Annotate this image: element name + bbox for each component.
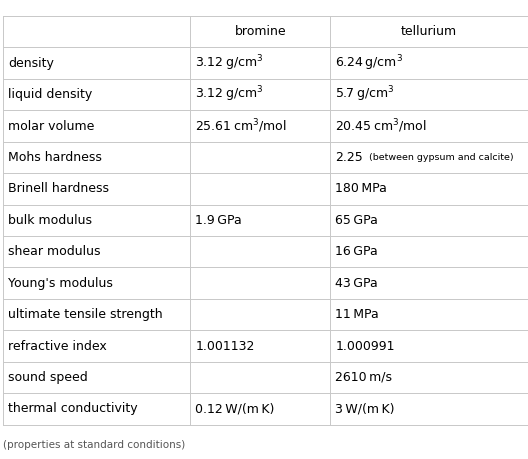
Text: Mohs hardness: Mohs hardness — [8, 151, 102, 164]
Text: 3.12 g/cm$^3$: 3.12 g/cm$^3$ — [195, 85, 264, 105]
Text: thermal conductivity: thermal conductivity — [8, 403, 138, 415]
Text: Brinell hardness: Brinell hardness — [8, 182, 109, 196]
Text: bromine: bromine — [234, 25, 286, 38]
Text: 1.9 GPa: 1.9 GPa — [195, 214, 242, 227]
Text: 0.12 W/(m K): 0.12 W/(m K) — [195, 403, 275, 415]
Text: 5.7 g/cm$^3$: 5.7 g/cm$^3$ — [335, 85, 395, 105]
Text: 25.61 cm$^3$/mol: 25.61 cm$^3$/mol — [195, 117, 287, 135]
Text: (properties at standard conditions): (properties at standard conditions) — [3, 440, 185, 450]
Text: bulk modulus: bulk modulus — [8, 214, 92, 227]
Text: 11 MPa: 11 MPa — [335, 308, 379, 321]
Text: (between gypsum and calcite): (between gypsum and calcite) — [363, 153, 513, 162]
Text: 65 GPa: 65 GPa — [335, 214, 378, 227]
Text: 1.001132: 1.001132 — [195, 340, 254, 353]
Text: Young's modulus: Young's modulus — [8, 277, 113, 290]
Text: molar volume: molar volume — [8, 119, 95, 133]
Text: 3.12 g/cm$^3$: 3.12 g/cm$^3$ — [195, 53, 264, 73]
Text: 20.45 cm$^3$/mol: 20.45 cm$^3$/mol — [335, 117, 427, 135]
Text: 3 W/(m K): 3 W/(m K) — [335, 403, 395, 415]
Text: ultimate tensile strength: ultimate tensile strength — [8, 308, 163, 321]
Text: liquid density: liquid density — [8, 88, 92, 101]
Text: 6.24 g/cm$^3$: 6.24 g/cm$^3$ — [335, 53, 403, 73]
Text: 16 GPa: 16 GPa — [335, 245, 378, 258]
Text: shear modulus: shear modulus — [8, 245, 100, 258]
Text: tellurium: tellurium — [401, 25, 457, 38]
Text: 43 GPa: 43 GPa — [335, 277, 378, 290]
Text: 1.000991: 1.000991 — [335, 340, 395, 353]
Text: density: density — [8, 57, 54, 70]
Text: 2610 m/s: 2610 m/s — [335, 371, 392, 384]
Text: 180 MPa: 180 MPa — [335, 182, 387, 196]
Text: 2.25: 2.25 — [335, 151, 363, 164]
Text: sound speed: sound speed — [8, 371, 88, 384]
Text: refractive index: refractive index — [8, 340, 107, 353]
